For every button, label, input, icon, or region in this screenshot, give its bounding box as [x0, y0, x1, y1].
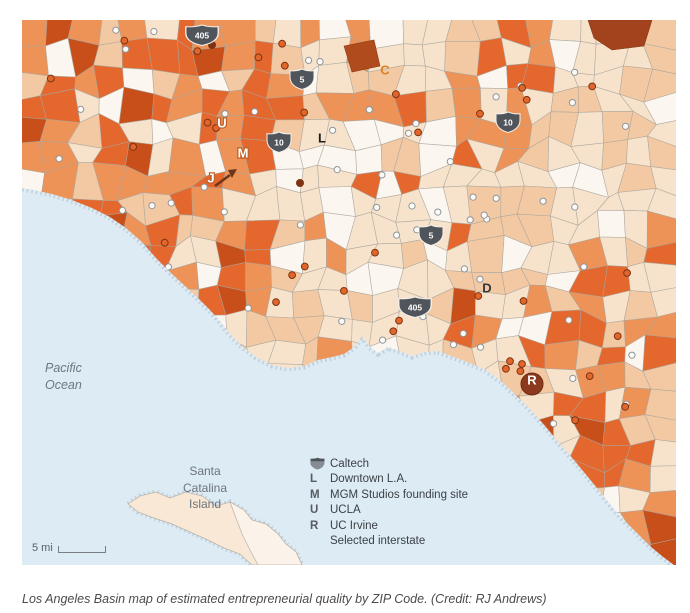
legend-item-ucla: U UCLA	[310, 503, 468, 519]
map-legend: C Caltech L Downtown L.A. M MGM Studios …	[310, 456, 468, 549]
marker-D: D	[482, 281, 491, 296]
legend-label: Selected interstate	[330, 535, 426, 548]
legend-label: MGM Studios founding site	[330, 488, 469, 501]
marker-M: M	[238, 146, 249, 161]
legend-key: U	[310, 504, 319, 517]
island-label-line2: Catalina	[182, 480, 228, 495]
legend-label: Caltech	[330, 457, 369, 470]
island-label: Santa Catalina Island	[165, 463, 245, 513]
legend-item-downtown: L Downtown L.A.	[310, 472, 468, 488]
legend-label: Downtown L.A.	[330, 473, 408, 486]
legend-label: UCLA	[330, 504, 361, 517]
island-subregion	[229, 501, 303, 565]
ocean-label-line1: Pacific	[45, 361, 82, 375]
annotation-arrow	[214, 173, 231, 188]
legend-key: M	[310, 488, 320, 501]
marker-C: C	[380, 63, 390, 78]
annotation-arrow-head	[228, 169, 237, 178]
interstate-shield-5: 5	[418, 224, 444, 247]
ocean-label: Pacific Ocean	[45, 360, 82, 394]
ocean-label-line2: Ocean	[45, 378, 82, 392]
dark-zip-region	[587, 20, 653, 51]
marker-U: U	[217, 116, 226, 131]
scale-bar-label: 5 mi	[32, 542, 53, 554]
legend-item-interstate: Selected interstate	[310, 457, 468, 550]
legend-item-ucirvine: R UC Irvine	[310, 518, 468, 534]
scale-bar-rule	[57, 546, 106, 553]
coast-shoreline-hachure	[22, 20, 676, 565]
svg-text:5: 5	[300, 75, 305, 85]
interstate-shield-405: 405	[398, 296, 432, 319]
interstate-shield-405: 405	[185, 24, 219, 47]
legend-item-mgm: M MGM Studios founding site	[310, 487, 468, 503]
dark-dot	[296, 179, 304, 187]
map-caption: Los Angeles Basin map of estimated entre…	[22, 592, 547, 606]
svg-text:5: 5	[429, 231, 434, 241]
legend-label: UC Irvine	[330, 519, 378, 532]
svg-text:10: 10	[274, 138, 284, 148]
interstate-shield-10: 10	[495, 111, 521, 134]
interstate-shield-10: 10	[266, 131, 292, 154]
svg-text:405: 405	[195, 31, 209, 41]
legend-item-caltech: C Caltech	[310, 456, 468, 472]
marker-R: R	[527, 373, 537, 388]
marker-L: L	[318, 131, 326, 146]
legend-key: R	[310, 519, 319, 532]
interstate-shield-5: 5	[289, 68, 315, 91]
island-label-line3: Island	[188, 497, 222, 511]
marker-J: J	[207, 171, 214, 186]
svg-text:405: 405	[408, 303, 422, 313]
legend-key: L	[310, 473, 318, 486]
scale-bar: 5 mi	[32, 542, 106, 554]
svg-text:10: 10	[503, 118, 513, 128]
uc-irvine-blob	[520, 372, 544, 396]
map-container: 405 5 10 10 5 405 C U L M J D R Pacific Ocean Santa …	[22, 20, 676, 565]
dark-zip-region	[343, 39, 381, 73]
island-label-line1: Santa	[189, 464, 221, 478]
